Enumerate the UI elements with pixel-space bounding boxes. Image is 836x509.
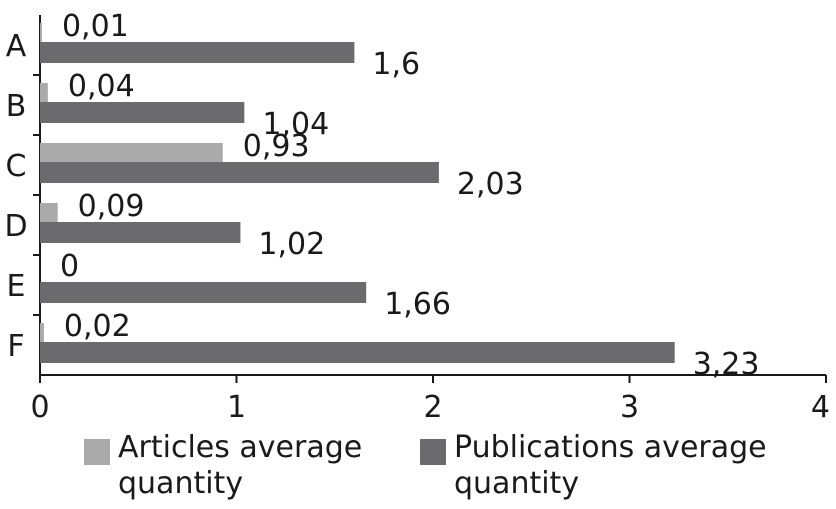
category-label: D bbox=[4, 209, 27, 244]
bar-articles bbox=[40, 83, 48, 104]
legend-label-articles-line2: quantity bbox=[118, 466, 244, 501]
category-label: A bbox=[6, 29, 27, 64]
data-label-publications: 1,04 bbox=[262, 107, 329, 142]
bar-articles bbox=[40, 143, 223, 164]
legend: Articles average quantity Publications a… bbox=[84, 430, 824, 508]
legend-item-articles: Articles average quantity bbox=[84, 430, 362, 502]
bar-publications bbox=[40, 162, 439, 183]
bar-publications bbox=[40, 342, 675, 363]
bar-articles bbox=[40, 203, 58, 224]
data-label-publications: 1,66 bbox=[384, 287, 451, 322]
bar-articles bbox=[40, 23, 42, 44]
data-label-articles: 0,04 bbox=[68, 69, 135, 104]
legend-label-publications-line2: quantity bbox=[454, 466, 580, 501]
bar-publications bbox=[40, 102, 245, 123]
bar-articles bbox=[40, 323, 44, 344]
data-label-articles: 0,02 bbox=[64, 309, 131, 344]
legend-label-publications-line1: Publications average bbox=[454, 430, 767, 465]
bar-chart: 0 1 2 3 4 A 0,01 1,6 B 0,04 1,04 C 0,93 2,03 D 0,09 1,02… bbox=[4, 9, 830, 425]
bar-publications bbox=[40, 282, 367, 303]
data-label-publications: 2,03 bbox=[457, 167, 524, 202]
x-tick-label: 3 bbox=[620, 390, 639, 425]
data-label-articles: 0,09 bbox=[78, 189, 145, 224]
x-tick-label: 1 bbox=[227, 390, 246, 425]
legend-swatch-publications bbox=[420, 439, 446, 465]
x-tick-label: 0 bbox=[30, 390, 49, 425]
legend-label-articles: Articles average quantity bbox=[118, 430, 362, 502]
data-label-publications: 1,6 bbox=[372, 47, 420, 82]
legend-label-publications: Publications average quantity bbox=[454, 430, 767, 502]
bar-publications bbox=[40, 222, 241, 243]
legend-label-articles-line1: Articles average bbox=[118, 430, 363, 465]
category-label: E bbox=[7, 269, 26, 304]
data-label-articles: 0,01 bbox=[62, 9, 129, 44]
x-tick-label: 2 bbox=[423, 390, 442, 425]
legend-item-publications: Publications average quantity bbox=[420, 430, 767, 502]
data-label-articles: 0 bbox=[60, 249, 79, 284]
data-label-articles: 0,93 bbox=[243, 129, 310, 164]
data-label-publications: 3,23 bbox=[693, 347, 760, 382]
bar-publications bbox=[40, 42, 355, 63]
category-label: B bbox=[6, 89, 27, 124]
category-label: C bbox=[6, 149, 27, 184]
legend-swatch-articles bbox=[84, 439, 110, 465]
data-label-publications: 1,02 bbox=[258, 227, 325, 262]
x-tick-label: 4 bbox=[811, 390, 830, 425]
category-label: F bbox=[7, 329, 24, 364]
